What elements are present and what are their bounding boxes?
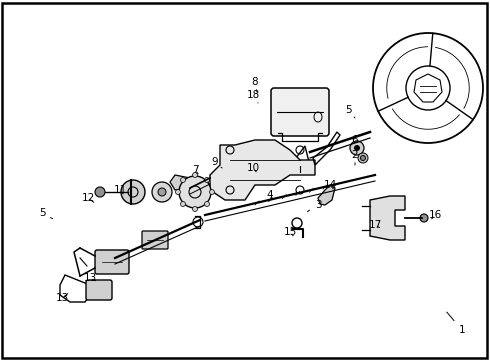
Circle shape bbox=[180, 202, 186, 207]
Circle shape bbox=[193, 207, 197, 211]
Text: 4: 4 bbox=[267, 190, 273, 200]
Polygon shape bbox=[318, 185, 335, 205]
Text: 5: 5 bbox=[39, 208, 52, 219]
Polygon shape bbox=[210, 140, 315, 200]
Text: 16: 16 bbox=[428, 210, 441, 220]
FancyBboxPatch shape bbox=[86, 280, 112, 300]
Text: 8: 8 bbox=[252, 77, 258, 92]
Circle shape bbox=[179, 176, 211, 208]
Text: 13: 13 bbox=[55, 293, 69, 303]
Text: 7: 7 bbox=[192, 165, 198, 175]
Polygon shape bbox=[170, 175, 190, 190]
Circle shape bbox=[175, 189, 180, 194]
Polygon shape bbox=[370, 196, 405, 240]
Circle shape bbox=[358, 153, 368, 163]
Circle shape bbox=[210, 189, 215, 194]
Text: 6: 6 bbox=[352, 135, 358, 148]
FancyBboxPatch shape bbox=[271, 88, 329, 136]
Text: 10: 10 bbox=[246, 163, 260, 173]
Text: 17: 17 bbox=[368, 220, 382, 230]
Circle shape bbox=[354, 145, 360, 151]
Circle shape bbox=[193, 172, 197, 177]
Text: 2: 2 bbox=[352, 150, 358, 165]
Circle shape bbox=[361, 156, 366, 161]
Circle shape bbox=[204, 202, 210, 207]
Circle shape bbox=[420, 214, 428, 222]
Text: 11: 11 bbox=[113, 185, 126, 195]
Circle shape bbox=[121, 180, 145, 204]
Text: 13: 13 bbox=[83, 273, 97, 283]
Circle shape bbox=[95, 187, 105, 197]
Circle shape bbox=[152, 182, 172, 202]
Circle shape bbox=[204, 177, 210, 183]
Text: 15: 15 bbox=[283, 227, 296, 237]
Text: 12: 12 bbox=[81, 193, 95, 203]
FancyBboxPatch shape bbox=[95, 250, 129, 274]
Circle shape bbox=[180, 177, 186, 183]
Text: 1: 1 bbox=[447, 312, 465, 335]
FancyBboxPatch shape bbox=[142, 231, 168, 249]
Text: 3: 3 bbox=[307, 200, 321, 212]
Circle shape bbox=[158, 188, 166, 196]
Text: 9: 9 bbox=[212, 157, 222, 168]
Circle shape bbox=[350, 141, 364, 155]
Text: 5: 5 bbox=[344, 105, 355, 118]
Text: 18: 18 bbox=[246, 90, 260, 103]
Text: 14: 14 bbox=[323, 180, 337, 190]
